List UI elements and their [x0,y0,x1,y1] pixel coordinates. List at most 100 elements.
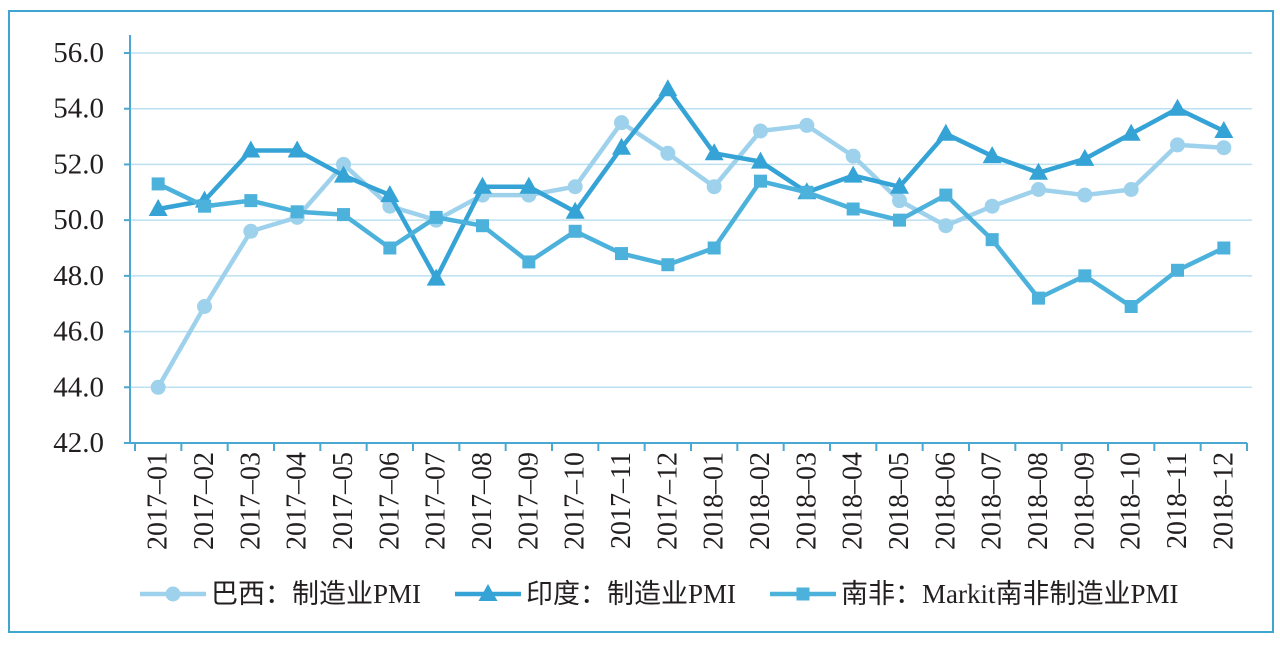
x-tick-label: 2018–05 [884,452,915,550]
south-africa-line [155,178,1227,309]
south-africa-point [429,210,443,224]
y-tick-label: 50.0 [53,204,104,236]
x-tick-label: 2017–11 [606,452,637,549]
brazil-point [938,218,954,234]
india-point [380,185,400,203]
brazil-point [243,223,259,239]
y-tick-label: 46.0 [53,316,104,348]
south-africa-point [800,185,814,199]
y-tick-label: 54.0 [53,93,104,125]
south-africa-point [1032,291,1045,305]
brazil-point [892,193,907,209]
south-africa-point [151,177,165,191]
india-point [1121,123,1141,141]
india-point [751,151,770,169]
brazil-series [150,115,1232,395]
x-tick-label: 2017–03 [235,452,266,550]
x-tick-label: 2017–09 [513,452,544,550]
south-africa-point [939,188,953,202]
south-africa-point [846,202,860,216]
chart-frame [8,10,1274,633]
x-tick-label: 2017–04 [282,452,313,550]
x-tick-label: 2018–03 [791,452,822,550]
brazil-point [984,198,1000,214]
south-africa-point [1171,263,1184,277]
india-point [334,165,353,183]
legend-item-india: 印度：制造业PMI [455,579,736,609]
india-point [148,199,168,216]
brazil-point [753,123,768,139]
x-tick-label: 2017–08 [467,452,498,550]
india-point [287,140,307,158]
legend-item-south-africa: 南非：Markit南非制造业PMI [770,579,1179,609]
brazil-point [845,148,861,164]
india-point [519,176,539,194]
south-africa-point [893,213,906,227]
x-tick-label: 2017–01 [143,452,174,550]
brazil-point [799,117,815,133]
x-tick-label: 2018–07 [977,452,1008,550]
brazil-point [1031,182,1046,197]
legend-square-marker [796,587,810,601]
y-tick-label: 44.0 [53,371,104,403]
india-point [890,176,909,194]
x-tick-label: 2017–06 [374,452,405,550]
brazil-point [660,145,676,161]
y-tick-label: 42.0 [53,427,104,459]
south-africa-point [337,208,350,222]
south-africa-point [754,174,767,188]
brazil-point [150,379,166,395]
south-africa-point [1217,241,1231,255]
x-tick-label: 2018–08 [1023,452,1054,550]
legend-circle-marker [165,586,181,602]
brazil-point [614,115,629,131]
x-tick-label: 2018–12 [1208,452,1239,550]
legend: 巴西：制造业PMI 印度：制造业PMI 南非：Markit南非制造业PMI [140,579,1179,609]
x-tick-label: 2018–06 [930,452,961,550]
x-tick-label: 2018–11 [1162,452,1193,549]
y-tick-label: 56.0 [53,37,104,69]
brazil-point [1170,137,1185,153]
legend-label: 印度：制造业PMI [526,579,736,609]
india-point [612,137,631,155]
brazil-point [1216,140,1232,156]
legend-item-brazil: 巴西：制造业PMI [140,579,421,609]
x-tick-label: 2018–09 [1069,452,1100,550]
south-africa-series [151,174,1231,313]
y-tick-label: 52.0 [53,148,104,180]
x-tick-label: 2018–02 [745,452,776,550]
india-point [1075,148,1095,166]
india-point [1168,98,1187,116]
india-point [241,140,261,158]
series-layer [148,79,1234,395]
brazil-point [197,299,212,314]
india-point [704,143,724,161]
axes: 42.0 44.0 46.0 48.0 50.0 52.0 54.0 56.0 2017–01 2… [53,35,1248,550]
legend-label: 南非：Markit南非制造业PMI [841,579,1179,609]
x-tick-label: 2017–12 [652,452,683,550]
brazil-point [567,179,583,195]
india-point [1214,121,1234,138]
south-africa-point [1124,300,1138,313]
south-africa-point [707,241,721,255]
south-africa-point [476,219,489,233]
india-point [936,123,956,141]
x-tick-label: 2018–04 [838,452,869,550]
x-tick-label: 2018–10 [1116,452,1147,550]
india-point [1029,162,1048,180]
brazil-point [1077,187,1093,203]
x-tick-label: 2017–07 [421,452,452,550]
india-point [426,268,446,286]
south-africa-point [522,255,536,269]
y-tick-label: 48.0 [53,260,104,292]
x-tick-label: 2018–01 [699,452,730,550]
south-africa-point [198,199,211,213]
legend-triangle-marker [478,584,498,601]
brazil-point [336,156,351,172]
x-tick-label: 2017–02 [189,452,220,550]
south-africa-point [985,233,999,247]
south-africa-point [290,205,304,219]
india-point [473,176,492,194]
brazil-point [706,179,722,195]
south-africa-point [383,241,397,255]
